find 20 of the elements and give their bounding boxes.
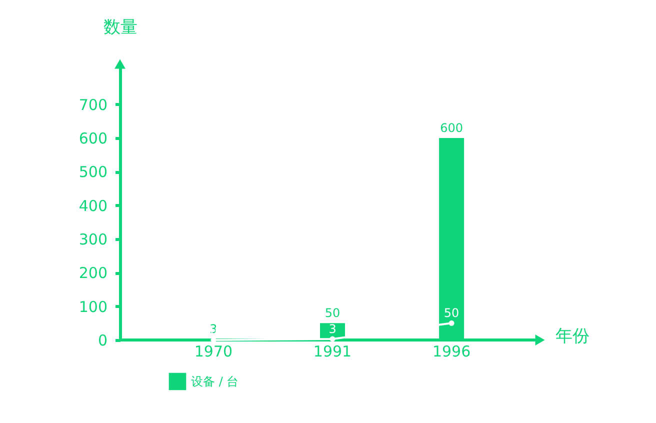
y-tick-label: 100 xyxy=(78,298,108,316)
y-tick-label: 500 xyxy=(78,163,108,182)
y-tick-label: 600 xyxy=(78,130,108,148)
y-tick-label: 300 xyxy=(78,230,108,249)
y-tick-label: 700 xyxy=(78,96,108,114)
y-tick-label: 0 xyxy=(98,332,108,350)
point xyxy=(448,320,454,326)
point xyxy=(330,336,336,342)
x-axis-title: 年份 xyxy=(556,326,590,346)
y-tick-label: 200 xyxy=(78,264,108,282)
data-label: 3 xyxy=(328,322,336,336)
x-tick-label: 1996 xyxy=(432,342,471,360)
text: 600 xyxy=(440,121,463,136)
x-tick-label: 1991 xyxy=(313,342,352,360)
x-tick-label: 1970 xyxy=(194,342,233,360)
data-label: 50 xyxy=(444,306,460,320)
text: 50 xyxy=(324,306,340,320)
legend-label: 设备 / 台 xyxy=(191,374,239,388)
y-tick-label: 400 xyxy=(78,196,108,215)
y-axis-title: 数量 xyxy=(104,18,138,38)
